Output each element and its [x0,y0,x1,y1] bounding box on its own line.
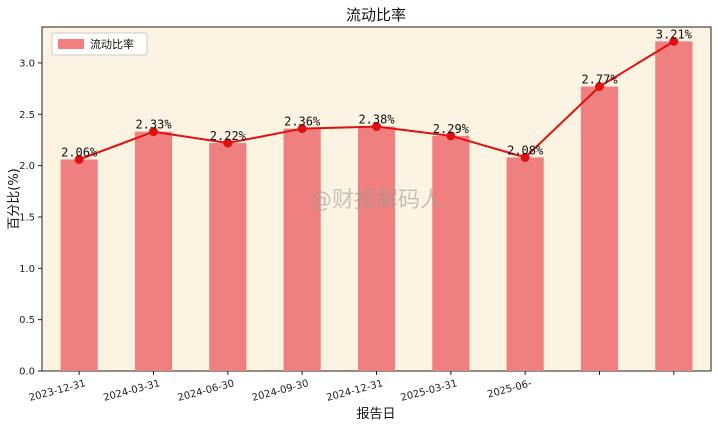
y-tick-label-6: 3.0 [19,58,35,69]
x-tick-label-3: 2024-09-30 [251,378,310,404]
data-label-5: 2.29% [433,122,470,136]
chart-title: 流动比率 [346,6,406,24]
legend-swatch [58,39,84,49]
data-label-1: 2.33% [135,118,172,132]
x-tick-label-1: 2024-03-31 [102,378,161,404]
legend-frame [51,32,148,56]
data-label-7: 2.77% [581,73,618,87]
legend-label: 流动比率 [90,37,134,51]
y-tick-label-3: 1.5 [19,212,35,223]
data-label-0: 2.06% [61,145,98,159]
bar-4 [357,126,396,371]
x-tick-label-2: 2024-06-30 [177,378,236,404]
bar-6 [506,157,544,371]
y-tick-label-0: 0.0 [19,367,35,378]
y-tick-label-2: 1.0 [19,264,35,275]
x-tick-label-4: 2024-12-31 [325,378,384,404]
x-tick-label-0: 2023-12-31 [28,378,87,404]
x-tick-label-6: 2025-06- [486,378,533,400]
y-axis-title: 百分比(%) [7,168,22,230]
line-point-1 [149,127,158,137]
line-point-8 [669,36,679,46]
line-point-3 [297,124,307,134]
data-label-3: 2.36% [284,115,321,129]
line-point-6 [520,152,530,162]
watermark: @财报解码人 [310,188,442,213]
bar-5 [432,135,470,371]
line-point-7 [595,82,604,92]
bar-3 [283,128,321,371]
bar-1 [134,131,173,371]
bar-8 [655,41,693,371]
x-tick-label-5: 2025-03-31 [400,378,459,404]
line-point-5 [446,131,456,141]
bar-7 [580,86,619,371]
y-tick-label-1: 0.5 [19,315,35,326]
y-tick-label-5: 2.5 [19,110,35,121]
data-label-6: 2.08% [507,143,544,157]
y-tick-label-4: 2.0 [19,161,35,172]
x-axis-title: 报告日 [356,407,395,422]
bar-0 [60,159,98,371]
data-label-8: 3.21% [656,27,693,41]
line-point-2 [223,138,233,148]
data-label-4: 2.38% [358,113,395,127]
legend: 流动比率 [51,32,148,56]
line-point-0 [74,154,84,164]
bar-2 [209,143,247,371]
line-point-4 [372,122,381,132]
data-label-2: 2.22% [210,129,247,143]
